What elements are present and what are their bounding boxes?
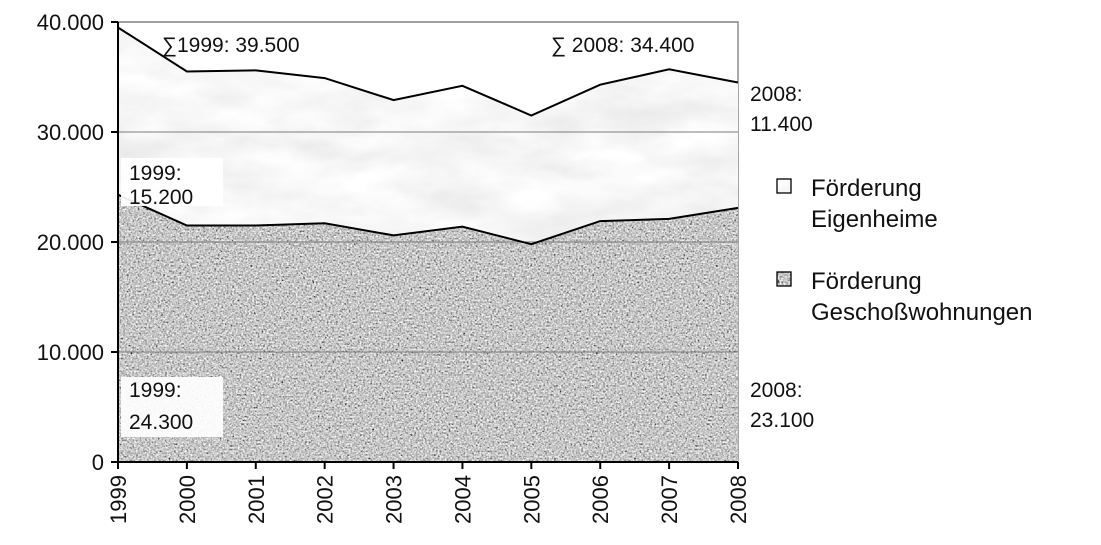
annotation-sum-1999: ∑1999: 39.500 (162, 34, 300, 57)
annotation-top-1999-value: 15.200 (129, 186, 193, 209)
gridlines (118, 21, 738, 353)
x-tick-label: 2002 (313, 475, 338, 524)
legend: Förderung Eigenheime Förderung Geschoßwo… (776, 175, 1032, 326)
annotation-bottom-2008-value: 23.100 (750, 409, 814, 432)
annotation-sum-2008: ∑ 2008: 34.400 (551, 34, 694, 57)
legend-label-geschosswohnungen-line2: Geschoßwohnungen (811, 299, 1032, 326)
y-tick-label: 10.000 (37, 340, 104, 365)
y-tick-label: 30.000 (37, 120, 104, 145)
legend-swatch-eigenheime (777, 179, 791, 193)
annotation-top-2008-value: 11.400 (750, 113, 813, 136)
legend-swatch-border-geschosswohnungen (776, 271, 792, 287)
x-tick-label: 2001 (244, 475, 269, 524)
legend-swatch-geschosswohnungen (777, 272, 791, 286)
label-box-bottom-1999 (121, 377, 223, 437)
y-axis-ticks: 0 10.000 20.000 30.000 40.000 (37, 10, 118, 475)
series-line-total (117, 26, 739, 117)
x-tick-label: 2007 (657, 475, 682, 524)
legend-label-eigenheime-line1: Förderung (811, 175, 922, 202)
annotation-top-1999-year: 1999: (129, 162, 182, 185)
y-tick-label: 40.000 (37, 10, 104, 35)
y-tick-label: 20.000 (37, 230, 104, 255)
x-tick-label: 2000 (175, 475, 200, 524)
x-tick-label: 2004 (450, 475, 475, 524)
x-tick-label: 1999 (106, 475, 131, 524)
x-tick-label: 2006 (588, 475, 613, 524)
x-tick-label: 2005 (519, 475, 544, 524)
annotation-top-2008-year: 2008: (750, 83, 803, 106)
x-axis-ticks: 1999 2000 2001 2002 2003 2004 2005 2006 2007 2008 (106, 462, 751, 524)
annotation-bottom-1999-year: 1999: (129, 379, 182, 402)
label-box-top-1999 (121, 158, 223, 206)
y-tick-label: 0 (92, 450, 104, 475)
annotation-bottom-2008-year: 2008: (750, 379, 803, 402)
x-tick-label: 2003 (382, 475, 407, 524)
legend-label-eigenheime-line2: Eigenheime (811, 206, 938, 233)
annotation-bottom-1999-value: 24.300 (129, 411, 193, 434)
series-line-geschosswohnungen (117, 193, 739, 246)
x-tick-label: 2008 (726, 475, 751, 524)
legend-swatch-border-eigenheime (776, 178, 792, 194)
legend-label-geschosswohnungen-line1: Förderung (811, 268, 922, 295)
